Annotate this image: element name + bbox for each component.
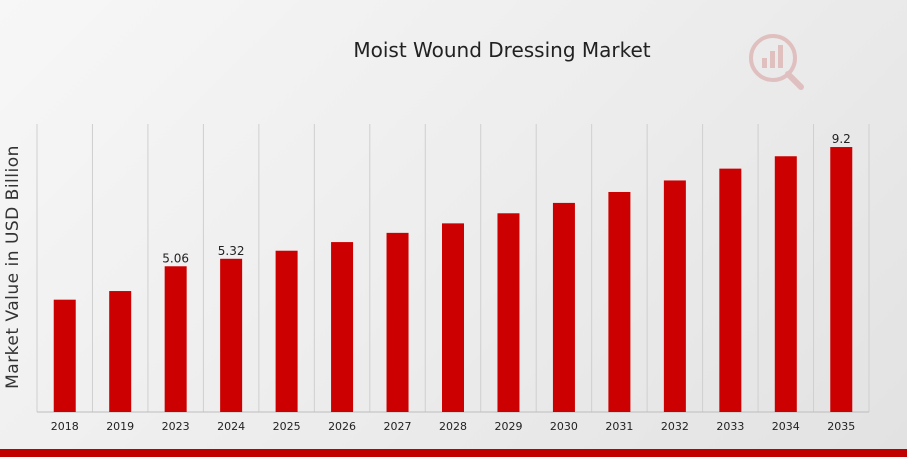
x-tick-label-2033: 2033 — [716, 420, 744, 433]
bar-2029 — [497, 213, 520, 412]
bar-2030 — [552, 202, 575, 412]
chart-magnifier-icon — [749, 34, 804, 90]
data-label-2023: 5.06 — [162, 251, 189, 265]
x-tick-label-2031: 2031 — [605, 420, 633, 433]
x-tick-label-2018: 2018 — [51, 420, 79, 433]
bar-2025 — [275, 250, 298, 412]
bar-2026 — [331, 242, 354, 412]
bar-2024 — [220, 258, 243, 412]
bar-2019 — [109, 291, 132, 412]
chart-title: Moist Wound Dressing Market — [353, 38, 650, 62]
x-tick-label-2034: 2034 — [772, 420, 800, 433]
x-tick-label-2032: 2032 — [661, 420, 689, 433]
bar-2032 — [663, 180, 686, 412]
bars — [53, 147, 853, 413]
bar-2028 — [442, 223, 464, 412]
x-tick-label-2029: 2029 — [494, 420, 522, 433]
bar-2031 — [608, 191, 631, 412]
x-tick-label-2030: 2030 — [550, 420, 578, 433]
x-tick-label-2026: 2026 — [328, 420, 356, 433]
x-axis-ticks: 2018 2019 2023 2024 2025 2026 2027 2028 2029 2030… — [51, 420, 856, 433]
x-tick-label-2025: 2025 — [273, 420, 301, 433]
bar-2035 — [830, 147, 853, 413]
bar-2023 — [164, 266, 187, 412]
x-tick-label-2019: 2019 — [106, 420, 134, 433]
data-labels: 5.06 5.32 9.2 — [162, 132, 851, 265]
bar-2027 — [386, 232, 409, 412]
x-tick-label-2024: 2024 — [217, 420, 245, 433]
data-label-2024: 5.32 — [218, 244, 245, 258]
x-tick-label-2027: 2027 — [384, 420, 412, 433]
x-tick-label-2035: 2035 — [827, 420, 855, 433]
bar-2018 — [53, 299, 76, 412]
footer-accent-bar — [0, 449, 907, 457]
bar-2033 — [719, 168, 742, 412]
bar-2034 — [774, 156, 797, 412]
x-tick-label-2023: 2023 — [162, 420, 190, 433]
data-label-2035: 9.2 — [832, 132, 851, 146]
y-axis-label: Market Value in USD Billion — [3, 145, 23, 389]
x-tick-label-2028: 2028 — [439, 420, 467, 433]
